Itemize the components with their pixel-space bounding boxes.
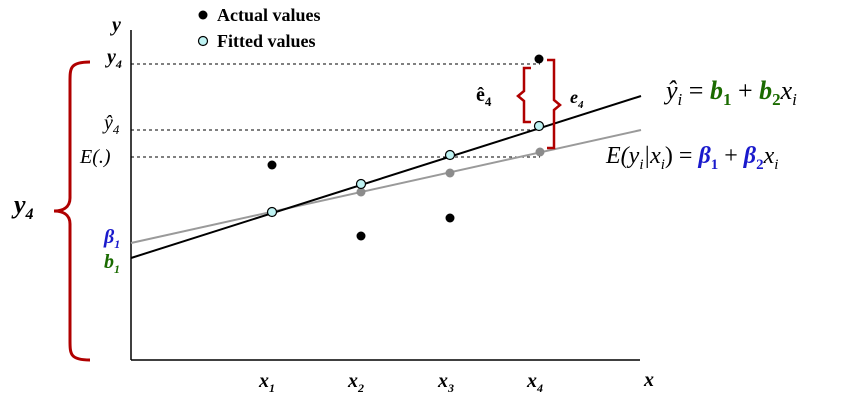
population-equation: E(yi|xi) = β1 + β2xi bbox=[605, 143, 778, 173]
actual-point-x2 bbox=[356, 231, 366, 241]
y4-mark: y4 bbox=[105, 46, 122, 71]
x-tick-label-1: x1 bbox=[258, 370, 275, 395]
y-axis-label: y bbox=[110, 14, 121, 36]
fitted-point-x4 bbox=[533, 120, 545, 132]
beta1-intercept-label: β1 bbox=[103, 226, 120, 251]
expect-mark: E(.) bbox=[79, 146, 111, 168]
b1-intercept-label: b1 bbox=[104, 251, 120, 276]
x-axis-label: x bbox=[643, 369, 654, 391]
y4-total-label: y4 bbox=[11, 190, 34, 223]
fitted-equation: ŷi = b1 + b2xi bbox=[663, 76, 797, 109]
population-regression-line bbox=[130, 129, 642, 244]
ehat4-label: ê4 bbox=[476, 84, 492, 109]
yhat4-mark: ŷ4 bbox=[102, 112, 120, 137]
e4-label: e4 bbox=[570, 87, 584, 111]
actual-point-x1 bbox=[267, 160, 277, 170]
population-point-x2 bbox=[356, 187, 366, 197]
x-tick-label-2: x2 bbox=[347, 370, 364, 395]
actual-point-x4 bbox=[534, 54, 544, 64]
population-point-x4 bbox=[535, 147, 545, 157]
fitted-point-x1 bbox=[266, 206, 278, 218]
ehat4-bracket bbox=[516, 66, 531, 124]
population-point-x3 bbox=[445, 168, 455, 178]
legend-actual-label: Actual values bbox=[217, 5, 321, 25]
x-tick-label-3: x3 bbox=[437, 370, 454, 395]
x-tick-label-4: x4 bbox=[526, 370, 543, 395]
fitted-regression-line bbox=[130, 95, 642, 259]
legend-fitted-label: Fitted values bbox=[217, 31, 316, 51]
fitted-point-x3 bbox=[444, 149, 456, 161]
legend-fitted-marker bbox=[197, 35, 209, 47]
y4-total-brace bbox=[53, 60, 91, 362]
actual-point-x3 bbox=[445, 213, 455, 223]
e4-bracket bbox=[547, 58, 562, 150]
legend-actual-marker bbox=[198, 10, 208, 20]
fitted-point-x2 bbox=[355, 178, 367, 190]
